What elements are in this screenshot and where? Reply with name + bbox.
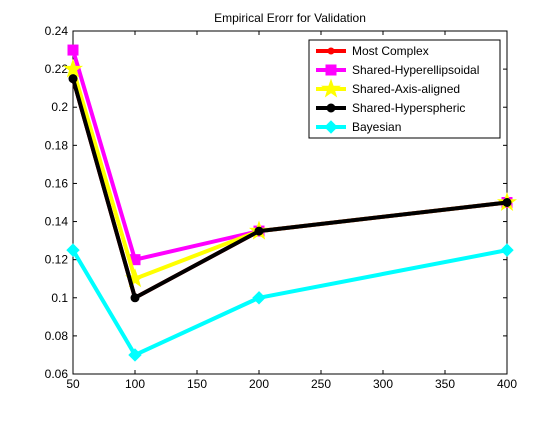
legend-item: Shared-Hyperspheric [316, 101, 465, 115]
y-tick-label: 0.24 [45, 24, 69, 38]
x-tick-label: 200 [249, 377, 269, 391]
legend-marker [320, 78, 342, 98]
y-tick-label: 0.06 [45, 367, 69, 381]
legend-label: Most Complex [352, 44, 429, 58]
data-point [68, 74, 78, 84]
data-point [254, 226, 264, 236]
data-point [130, 293, 140, 303]
y-tick-label: 0.12 [45, 253, 69, 267]
x-tick-label: 300 [373, 377, 393, 391]
legend-marker [326, 103, 336, 113]
legend-marker [325, 64, 337, 76]
y-tick-label: 0.2 [51, 100, 68, 114]
series-5 [66, 243, 514, 362]
y-tick-label: 0.08 [45, 329, 69, 343]
legend-item: Shared-Axis-aligned [316, 78, 460, 98]
x-tick-label: 150 [187, 377, 207, 391]
y-tick-label: 0.14 [45, 215, 69, 229]
data-point [62, 58, 84, 78]
data-point [252, 291, 266, 305]
y-tick-label: 0.22 [45, 62, 69, 76]
legend-item: Bayesian [316, 120, 401, 134]
legend-marker [324, 120, 338, 134]
y-tick-label: 0.1 [51, 291, 68, 305]
x-tick-label: 100 [125, 377, 145, 391]
legend-label: Shared-Hyperspheric [352, 101, 465, 115]
x-tick-label: 50 [66, 377, 80, 391]
legend-label: Shared-Hyperellipsoidal [352, 63, 479, 77]
data-point [67, 44, 79, 56]
legend-label: Shared-Axis-aligned [352, 82, 460, 96]
legend-item: Shared-Hyperellipsoidal [316, 63, 479, 77]
data-point [66, 243, 80, 257]
x-tick-label: 250 [311, 377, 331, 391]
legend: Most Complex Shared-Hyperellipsoidal Share… [308, 39, 501, 139]
chart-title: Empirical Erorr for Validation [214, 11, 366, 25]
legend-marker [327, 47, 335, 55]
legend-item: Most Complex [316, 44, 429, 58]
x-tick-label: 400 [497, 377, 517, 391]
legend-label: Bayesian [352, 120, 401, 134]
y-tick-label: 0.18 [45, 138, 69, 152]
axes: 50 100 150 200 250 300 350 400 0.06 0.08 0.1 0.12 0.… [45, 24, 518, 391]
series-4 [68, 74, 512, 303]
data-point [500, 243, 514, 257]
series-line [71, 248, 508, 357]
x-tick-label: 350 [435, 377, 455, 391]
y-tick-label: 0.16 [45, 176, 69, 190]
series-layer [62, 44, 518, 362]
data-point [502, 198, 512, 207]
data-point [128, 348, 142, 362]
series-line [71, 78, 508, 300]
